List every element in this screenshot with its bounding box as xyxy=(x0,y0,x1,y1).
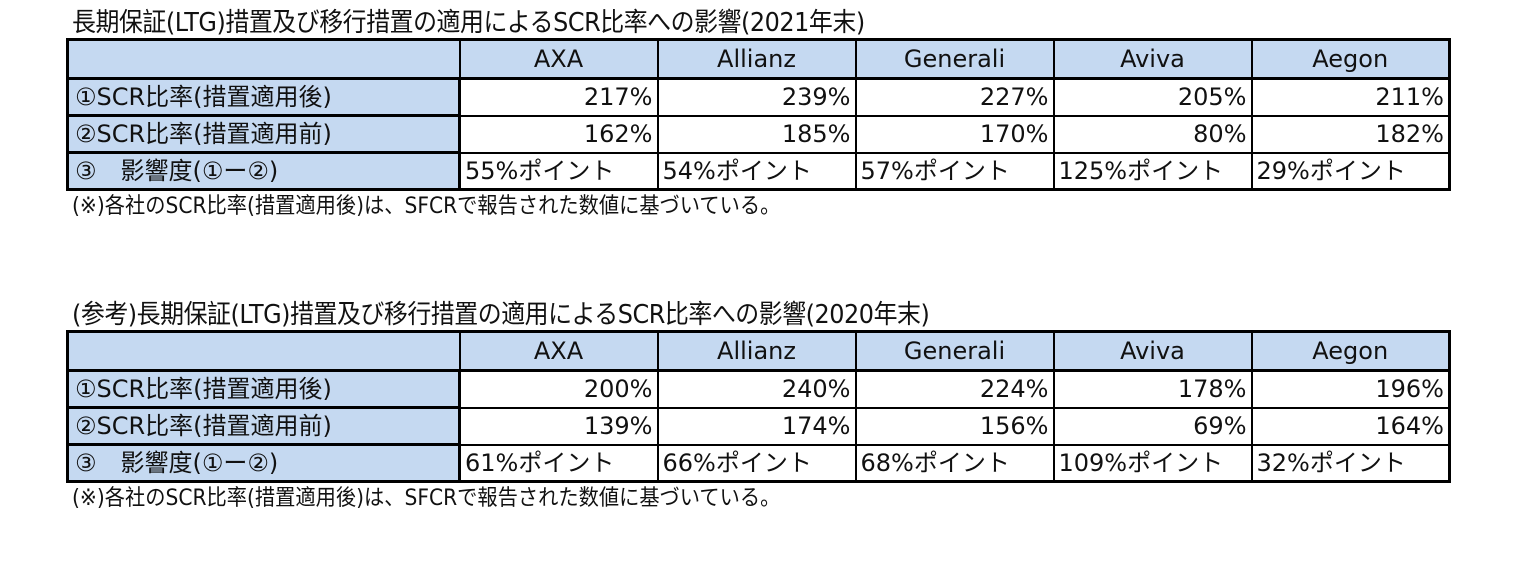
cell-generali: 156% xyxy=(854,406,1055,446)
header-cell-aviva: Aviva xyxy=(1052,38,1253,80)
table-row-impact: ③ 影響度(①ー②) 61%ポイント 66%ポイント 68%ポイント 109%ポ… xyxy=(66,443,1451,483)
cell-generali: 227% xyxy=(854,77,1055,117)
header-row: AXA Allianz Generali Aviva Aegon xyxy=(66,330,1451,372)
table-section-2021: 長期保証(LTG)措置及び移行措置の適用によるSCR比率への影響(2021年末)… xyxy=(66,8,1451,223)
cell-axa: 162% xyxy=(458,114,659,154)
cell-aviva: 178% xyxy=(1052,369,1253,409)
cell-allianz: 174% xyxy=(656,406,857,446)
cell-aegon: 182% xyxy=(1250,114,1451,154)
cell-aviva: 125%ポイント xyxy=(1052,151,1253,191)
cell-generali: 170% xyxy=(854,114,1055,154)
cell-axa: 61%ポイント xyxy=(458,443,659,483)
table-footnote: (※)各社のSCR比率(措置適用後)は、SFCRで報告された数値に基づいている。 xyxy=(72,486,781,511)
cell-axa: 139% xyxy=(458,406,659,446)
cell-allianz: 185% xyxy=(656,114,857,154)
cell-allianz: 239% xyxy=(656,77,857,117)
header-cell-aegon: Aegon xyxy=(1250,38,1451,80)
cell-aviva: 69% xyxy=(1052,406,1253,446)
cell-aegon: 29%ポイント xyxy=(1250,151,1451,191)
table-title: (参考)長期保証(LTG)措置及び移行措置の適用によるSCR比率への影響(202… xyxy=(72,300,930,330)
cell-aegon: 32%ポイント xyxy=(1250,443,1451,483)
scr-impact-table-2021: AXA Allianz Generali Aviva Aegon ①SCR比率(… xyxy=(66,38,1451,191)
cell-allianz: 240% xyxy=(656,369,857,409)
table-row-before: ②SCR比率(措置適用前) 139% 174% 156% 69% 164% xyxy=(66,406,1451,446)
header-cell-axa: AXA xyxy=(458,330,659,372)
table-row-after: ①SCR比率(措置適用後) 200% 240% 224% 178% 196% xyxy=(66,369,1451,409)
header-row: AXA Allianz Generali Aviva Aegon xyxy=(66,38,1451,80)
cell-allianz: 66%ポイント xyxy=(656,443,857,483)
cell-aviva: 205% xyxy=(1052,77,1253,117)
header-cell-blank xyxy=(66,38,461,80)
header-cell-aviva: Aviva xyxy=(1052,330,1253,372)
cell-allianz: 54%ポイント xyxy=(656,151,857,191)
table-row-impact: ③ 影響度(①ー②) 55%ポイント 54%ポイント 57%ポイント 125%ポ… xyxy=(66,151,1451,191)
cell-axa: 217% xyxy=(458,77,659,117)
table-row-before: ②SCR比率(措置適用前) 162% 185% 170% 80% 182% xyxy=(66,114,1451,154)
cell-generali: 68%ポイント xyxy=(854,443,1055,483)
row-label: ①SCR比率(措置適用後) xyxy=(66,369,461,409)
header-cell-generali: Generali xyxy=(854,38,1055,80)
header-cell-generali: Generali xyxy=(854,330,1055,372)
row-label: ③ 影響度(①ー②) xyxy=(66,443,461,483)
cell-generali: 57%ポイント xyxy=(854,151,1055,191)
cell-aegon: 196% xyxy=(1250,369,1451,409)
cell-aviva: 80% xyxy=(1052,114,1253,154)
table-section-2020: (参考)長期保証(LTG)措置及び移行措置の適用によるSCR比率への影響(202… xyxy=(66,300,1451,515)
row-label: ②SCR比率(措置適用前) xyxy=(66,114,461,154)
cell-axa: 200% xyxy=(458,369,659,409)
cell-aviva: 109%ポイント xyxy=(1052,443,1253,483)
table-footnote: (※)各社のSCR比率(措置適用後)は、SFCRで報告された数値に基づいている。 xyxy=(72,194,781,219)
cell-aegon: 164% xyxy=(1250,406,1451,446)
header-cell-allianz: Allianz xyxy=(656,38,857,80)
cell-axa: 55%ポイント xyxy=(458,151,659,191)
cell-aegon: 211% xyxy=(1250,77,1451,117)
cell-generali: 224% xyxy=(854,369,1055,409)
table-row-after: ①SCR比率(措置適用後) 217% 239% 227% 205% 211% xyxy=(66,77,1451,117)
header-cell-blank xyxy=(66,330,461,372)
row-label: ①SCR比率(措置適用後) xyxy=(66,77,461,117)
header-cell-allianz: Allianz xyxy=(656,330,857,372)
row-label: ②SCR比率(措置適用前) xyxy=(66,406,461,446)
table-title: 長期保証(LTG)措置及び移行措置の適用によるSCR比率への影響(2021年末) xyxy=(72,8,865,38)
header-cell-axa: AXA xyxy=(458,38,659,80)
row-label: ③ 影響度(①ー②) xyxy=(66,151,461,191)
scr-impact-table-2020: AXA Allianz Generali Aviva Aegon ①SCR比率(… xyxy=(66,330,1451,483)
header-cell-aegon: Aegon xyxy=(1250,330,1451,372)
